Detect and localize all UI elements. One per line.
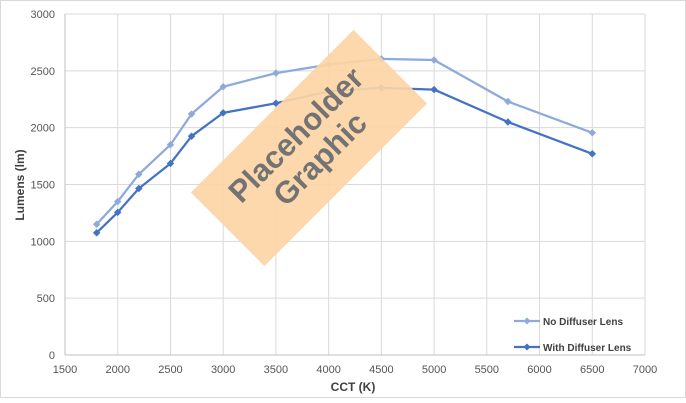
- data-point: [272, 69, 280, 77]
- legend-label: With Diffuser Lens: [543, 343, 632, 354]
- data-point: [588, 128, 597, 137]
- data-point: [134, 170, 143, 179]
- x-tick-label: 7000: [633, 364, 657, 376]
- data-point: [430, 85, 438, 94]
- data-point: [504, 97, 512, 106]
- x-tick-label: 6500: [580, 364, 604, 376]
- x-tick-label: 4000: [316, 364, 340, 376]
- axes: [64, 14, 645, 356]
- x-tick-label: 5000: [422, 364, 446, 376]
- data-point: [504, 118, 512, 126]
- data-point: [588, 149, 597, 158]
- legend-item: No Diffuser Lens: [514, 317, 623, 328]
- data-point: [187, 132, 196, 141]
- x-tick-label: 2000: [105, 364, 129, 376]
- y-tick-label: 0: [49, 350, 55, 362]
- series-line: [95, 86, 593, 234]
- data-point: [166, 159, 175, 168]
- x-tick-label: 2500: [158, 364, 182, 376]
- data-point: [430, 56, 438, 64]
- y-axis-title: Lumens (lm): [13, 149, 27, 220]
- data-point: [219, 82, 228, 91]
- x-tick-labels: 1500 2000 2500 3000 3500 4000 4500 5000 5500 6000…: [53, 364, 657, 376]
- x-tick-label: 3500: [264, 364, 288, 376]
- legend: No Diffuser Lens With Diffuser Lens: [514, 317, 632, 354]
- y-tick-label: 2000: [31, 123, 55, 135]
- y-tick-label: 500: [37, 293, 55, 305]
- x-tick-label: 5500: [475, 364, 499, 376]
- legend-marker: [523, 343, 531, 351]
- series-line: [95, 57, 593, 226]
- data-point: [272, 99, 280, 108]
- data-point: [134, 184, 143, 193]
- data-point: [166, 140, 175, 149]
- legend-item: With Diffuser Lens: [514, 343, 632, 354]
- x-axis-title: CCT (K): [331, 380, 376, 394]
- x-tick-label: 1500: [53, 364, 77, 376]
- legend-label: No Diffuser Lens: [543, 317, 623, 328]
- data-point: [92, 220, 101, 229]
- data-point: [92, 228, 101, 237]
- data-point: [113, 197, 122, 206]
- x-tick-label: 6000: [527, 364, 551, 376]
- y-tick-label: 1500: [31, 180, 55, 192]
- data-point: [113, 208, 122, 217]
- data-point: [219, 109, 228, 117]
- y-tick-labels: 0 500 1000 1500 2000 2500 3000: [31, 9, 55, 362]
- y-tick-label: 3000: [31, 9, 55, 21]
- data-point: [187, 110, 196, 118]
- gridlines: [65, 13, 646, 355]
- x-tick-label: 4500: [369, 364, 393, 376]
- legend-marker: [523, 317, 531, 325]
- x-tick-label: 3000: [211, 364, 235, 376]
- placeholder-box: [190, 29, 428, 267]
- y-tick-label: 1000: [31, 236, 55, 248]
- y-tick-label: 2500: [31, 66, 55, 78]
